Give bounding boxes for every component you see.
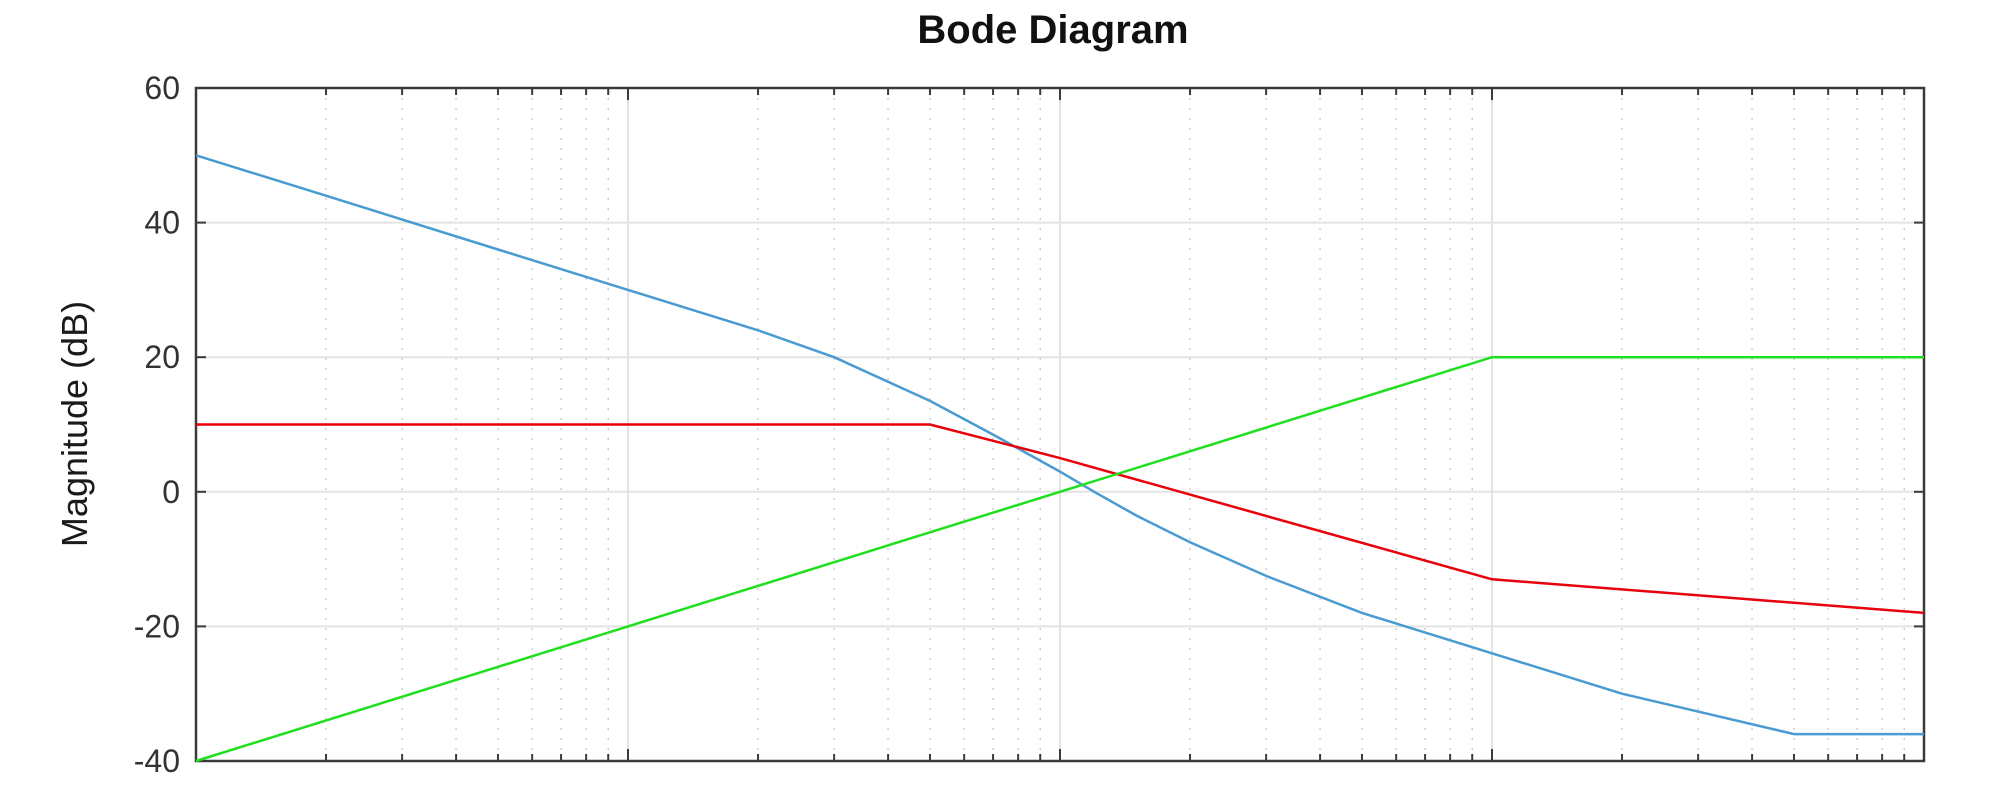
y-tick-label: -40 <box>134 743 180 779</box>
series-lines <box>195 154 1925 763</box>
y-tick-label: 0 <box>162 474 180 510</box>
chart-title: Bode Diagram <box>917 8 1188 52</box>
y-tick-label: -20 <box>134 608 180 644</box>
series-line-2 <box>196 423 1925 615</box>
series-line-3 <box>195 355 1924 763</box>
y-tick-label: 40 <box>144 205 180 241</box>
y-tick-label: 20 <box>144 339 180 375</box>
y-axis-label: Magnitude (dB) <box>54 301 95 547</box>
y-tick-label: 60 <box>144 70 180 106</box>
y-tick-labels: -40 -20 0 20 40 60 <box>134 70 180 779</box>
series-line-1 <box>195 154 1924 736</box>
axes <box>194 86 1926 763</box>
